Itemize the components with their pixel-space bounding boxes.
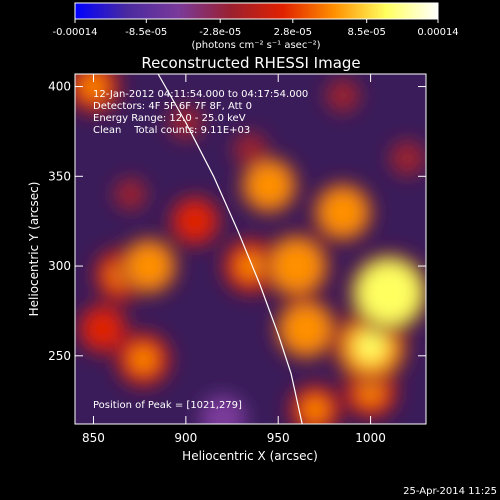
heatmap-source-negative [325, 78, 361, 113]
heatmap-source-core [256, 172, 282, 198]
annotation-clean: Clean Total counts: 9.11E+03 [93, 125, 250, 136]
x-tick-label: 950 [267, 431, 290, 445]
y-tick-label: 400 [48, 80, 71, 94]
heatmap-source-negative [199, 395, 247, 424]
annotation-energy: Energy Range: 12.0 - 25.0 keV [93, 113, 246, 124]
colorbar-tick-label: 8.5e-05 [348, 27, 386, 38]
y-axis-label: Heliocentric Y (arcsec) [27, 182, 41, 317]
colorbar-unit-label: (photons cm⁻² s⁻¹ asec⁻²) [191, 40, 320, 51]
y-tick-label: 350 [48, 169, 71, 183]
y-tick-label: 250 [48, 349, 71, 363]
colorbar-tick-label: -0.00014 [53, 27, 98, 38]
heatmap-source-core [292, 315, 320, 343]
y-tick-label: 300 [48, 259, 71, 273]
x-axis-label: Heliocentric X (arcsec) [182, 449, 318, 463]
heatmap-source-core [329, 199, 356, 226]
annotation-time-range: 12-Jan-2012 04:11:54.000 to 04:17:54.000 [93, 89, 308, 100]
annotation-detectors: Detectors: 4F 5F 6F 7F 8F, Att 0 [93, 101, 252, 112]
chart-title: Reconstructed RHESSI Image [141, 54, 360, 72]
colorbar: -0.00014 -8.5e-05 -2.8e-05 2.8e-05 8.5e-05 0.… [53, 2, 459, 51]
heatmap-source-core [282, 251, 311, 281]
heatmap-source-core [238, 254, 263, 279]
heatmap-source-core [304, 398, 327, 421]
annotation-peak: Position of Peak = [1021,279] [93, 400, 242, 411]
plot-frame [74, 73, 427, 425]
colorbar-gradient [74, 2, 439, 20]
colorbar-tick-label: -8.5e-05 [125, 27, 167, 38]
heatmap-source-core [81, 74, 106, 99]
x-tick-label: 900 [174, 431, 197, 445]
heatmap-source-core [354, 330, 387, 363]
heatmap-source-core [131, 347, 156, 372]
heatmap-source-core [91, 318, 114, 340]
heatmap-source-negative [389, 140, 426, 177]
solar-limb-curve [157, 74, 303, 424]
x-axis-ticks: 850 900 950 1000 [82, 74, 386, 445]
heatmap-source-core [184, 210, 206, 232]
plot-area: 850 900 950 1000 250 300 350 400 [48, 73, 427, 445]
colorbar-ticks: -0.00014 -8.5e-05 -2.8e-05 2.8e-05 8.5e-05 0.… [53, 19, 459, 38]
y-axis-ticks: 250 300 350 400 [48, 80, 426, 363]
heatmap-source-core [358, 380, 383, 404]
heatmap-source-core [371, 275, 407, 311]
heatmap-source-core [136, 253, 162, 279]
x-tick-label: 1000 [355, 431, 386, 445]
x-tick-label: 850 [82, 431, 105, 445]
heatmap-source-negative [114, 177, 147, 211]
annotation-block: 12-Jan-2012 04:11:54.000 to 04:17:54.000… [93, 89, 308, 411]
colorbar-tick-label: -2.8e-05 [199, 27, 241, 38]
colorbar-tick-label: 2.8e-05 [274, 27, 312, 38]
colorbar-tick-label: 0.00014 [417, 27, 458, 38]
heatmap [75, 74, 426, 424]
footer-date: 25-Apr-2014 11:25 [403, 486, 497, 497]
